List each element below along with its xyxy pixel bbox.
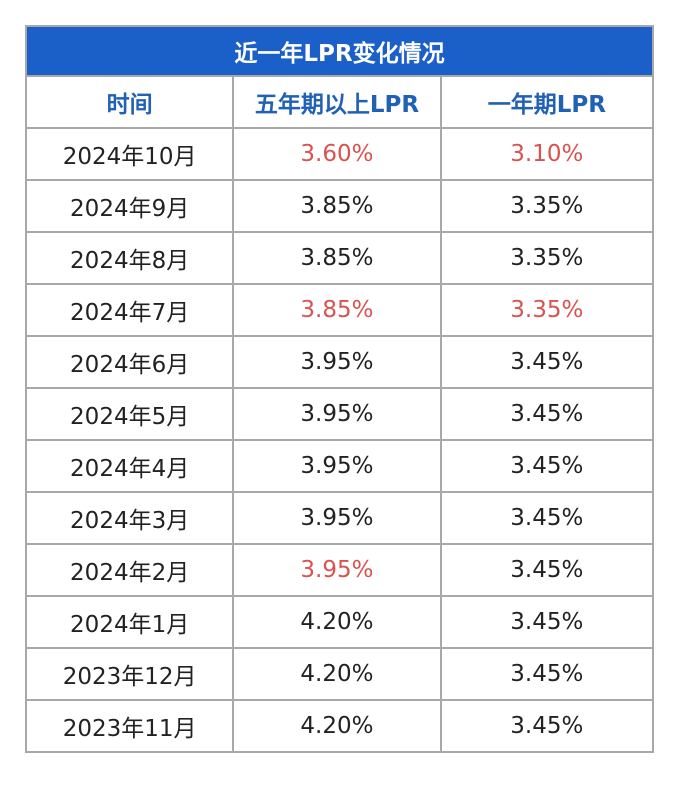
date-cell: 2024年6月 (24, 335, 235, 389)
one-year-cell: 3.45% (439, 387, 655, 441)
header-row: 时间 五年期以上LPR 一年期LPR (24, 75, 655, 129)
date-cell: 2024年4月 (24, 439, 235, 493)
one-year-cell: 3.45% (439, 491, 655, 545)
table-row: 2024年7月 3.85% 3.35% (24, 283, 655, 337)
date-cell: 2024年1月 (24, 595, 235, 649)
table-row: 2024年5月 3.95% 3.45% (24, 387, 655, 441)
date-cell: 2024年3月 (24, 491, 235, 545)
five-year-cell: 3.85% (232, 231, 442, 285)
one-year-cell: 3.45% (439, 595, 655, 649)
date-cell: 2024年9月 (24, 179, 235, 233)
date-cell: 2024年7月 (24, 283, 235, 337)
lpr-table: 近一年LPR变化情况 时间 五年期以上LPR 一年期LPR 2024年10月 3.… (24, 25, 655, 753)
date-cell: 2024年10月 (24, 127, 235, 181)
one-year-cell: 3.45% (439, 543, 655, 597)
date-cell: 2023年12月 (24, 647, 235, 701)
table-row: 2024年4月 3.95% 3.45% (24, 439, 655, 493)
five-year-cell: 4.20% (232, 595, 442, 649)
five-year-cell: 3.95% (232, 439, 442, 493)
header-five-year: 五年期以上LPR (232, 75, 442, 129)
five-year-cell: 3.95% (232, 543, 442, 597)
five-year-cell: 4.20% (232, 647, 442, 701)
table-row: 2024年3月 3.95% 3.45% (24, 491, 655, 545)
five-year-cell: 3.85% (232, 283, 442, 337)
one-year-cell: 3.10% (439, 127, 655, 181)
table-row: 2024年9月 3.85% 3.35% (24, 179, 655, 233)
date-cell: 2024年2月 (24, 543, 235, 597)
five-year-cell: 3.95% (232, 387, 442, 441)
one-year-cell: 3.35% (439, 283, 655, 337)
one-year-cell: 3.35% (439, 179, 655, 233)
one-year-cell: 3.45% (439, 439, 655, 493)
header-date: 时间 (24, 75, 235, 129)
five-year-cell: 3.95% (232, 491, 442, 545)
table-row: 2024年2月 3.95% 3.45% (24, 543, 655, 597)
table-title: 近一年LPR变化情况 (25, 25, 654, 77)
table-row: 2024年8月 3.85% 3.35% (24, 231, 655, 285)
one-year-cell: 3.45% (439, 335, 655, 389)
one-year-cell: 3.45% (439, 699, 655, 753)
table-row: 2023年12月 4.20% 3.45% (24, 647, 655, 701)
five-year-cell: 3.60% (232, 127, 442, 181)
date-cell: 2023年11月 (24, 699, 235, 753)
table-row: 2024年1月 4.20% 3.45% (24, 595, 655, 649)
table-row: 2023年11月 4.20% 3.45% (24, 699, 655, 753)
title-row: 近一年LPR变化情况 (25, 25, 654, 77)
five-year-cell: 3.95% (232, 335, 442, 389)
date-cell: 2024年8月 (24, 231, 235, 285)
five-year-cell: 3.85% (232, 179, 442, 233)
five-year-cell: 4.20% (232, 699, 442, 753)
header-one-year: 一年期LPR (439, 75, 655, 129)
table-row: 2024年10月 3.60% 3.10% (24, 127, 655, 181)
table-row: 2024年6月 3.95% 3.45% (24, 335, 655, 389)
one-year-cell: 3.45% (439, 647, 655, 701)
one-year-cell: 3.35% (439, 231, 655, 285)
date-cell: 2024年5月 (24, 387, 235, 441)
